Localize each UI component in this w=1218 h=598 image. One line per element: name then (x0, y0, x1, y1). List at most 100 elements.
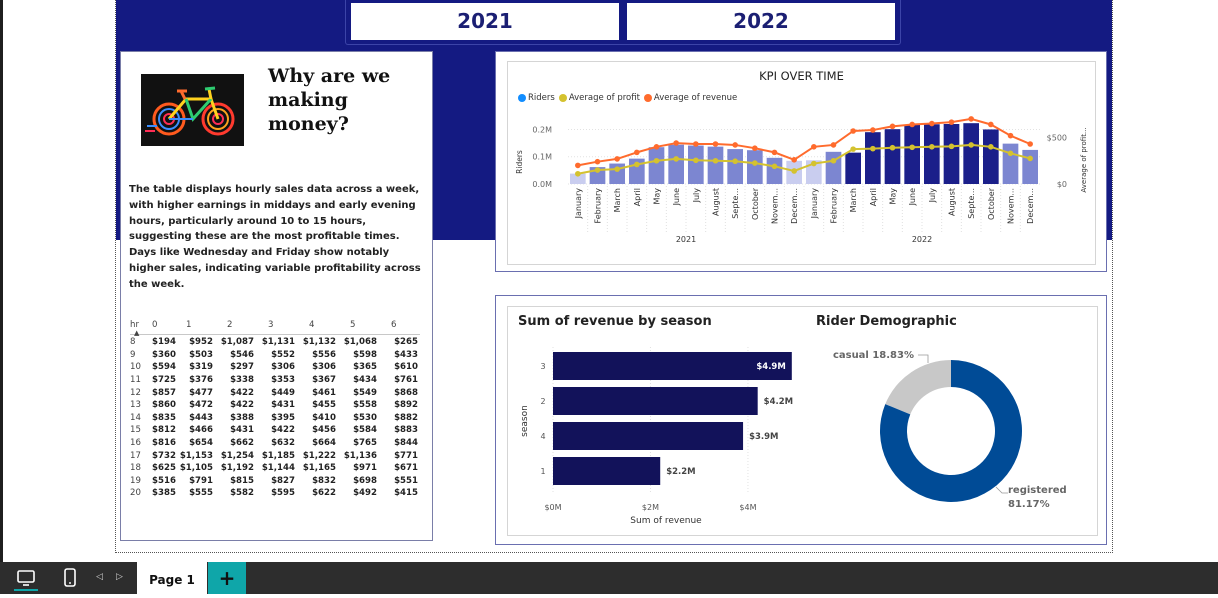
matrix-cell: $835 (152, 412, 176, 423)
matrix-cell: $477 (189, 387, 213, 398)
kpi-revenue-point (732, 142, 738, 148)
matrix-cell: $492 (353, 488, 377, 499)
season-data-label: $3.9M (749, 432, 778, 442)
matrix-cell: $410 (312, 412, 336, 423)
season-y-tick: 1 (540, 467, 545, 476)
kpi-y-tick: 0.2M (532, 125, 552, 134)
season-x-axis-label: Sum of revenue (630, 516, 702, 526)
matrix-cell: $194 (152, 337, 176, 348)
matrix-column-header[interactable]: 2 (227, 320, 233, 330)
legend-item-riders[interactable]: Riders (518, 93, 555, 103)
year-2022-button[interactable]: 2022 (627, 3, 895, 40)
matrix-cell: $827 (271, 475, 295, 486)
kpi-profit-point (771, 163, 778, 170)
kpi-revenue-point (811, 144, 817, 150)
matrix-cell: $306 (271, 362, 295, 373)
desktop-view-icon[interactable] (16, 568, 37, 594)
kpi-rider-bar (904, 124, 920, 184)
matrix-cell: $857 (152, 387, 176, 398)
kpi-profit-point (653, 157, 660, 164)
matrix-row: 17 $732 $1,153 $1,254 $1,185 $1,222 $1,136 $771 (130, 449, 422, 462)
matrix-cell: $882 (394, 412, 418, 423)
kpi-profit-point (889, 144, 896, 151)
legend-item-revenue[interactable]: Average of revenue (643, 93, 737, 103)
matrix-column-header[interactable]: 3 (268, 320, 274, 330)
next-page-icon[interactable]: ▷ (116, 572, 123, 582)
insight-description: The table displays hourly sales data acr… (129, 184, 421, 290)
matrix-cell: $365 (353, 362, 377, 373)
kpi-rider-bar (845, 152, 861, 184)
matrix-row-label: 12 (130, 387, 141, 398)
matrix-column-header[interactable]: 0 (152, 320, 158, 330)
mobile-view-icon[interactable] (60, 568, 80, 588)
matrix-body: 8 $194 $952 $1,087 $1,131 $1,132 $1,068 $265 9 $3… (130, 336, 422, 500)
kpi-rider-bar (727, 149, 743, 184)
matrix-cell: $625 (152, 463, 176, 474)
kpi-profit-point (693, 157, 699, 164)
kpi-revenue-point (948, 119, 955, 125)
add-page-button[interactable]: + (208, 562, 246, 594)
season-bar (553, 352, 792, 380)
matrix-column-header[interactable]: 6 (391, 320, 397, 330)
matrix-cell: $584 (353, 425, 377, 436)
season-y-axis-label: season (520, 405, 530, 437)
kpi-revenue-point (830, 142, 837, 148)
bicycle-logo-icon (141, 74, 244, 146)
matrix-column-header[interactable]: 5 (350, 320, 356, 330)
matrix-cell: $385 (152, 488, 176, 499)
kpi-x-tick: March (849, 188, 858, 212)
matrix-cell: $265 (394, 337, 418, 348)
matrix-row: 13 $860 $472 $422 $431 $455 $558 $892 (130, 399, 422, 412)
kpi-profit-point (594, 167, 601, 173)
kpi-rider-bar (806, 160, 822, 184)
kpi-rider-bar (688, 145, 704, 184)
kpi-profit-point (732, 158, 738, 165)
sort-ascending-icon[interactable]: ▲ (134, 329, 140, 337)
kpi-x-tick: January (574, 188, 583, 220)
matrix-cell: $1,153 (179, 450, 213, 461)
matrix-column-header[interactable]: 4 (309, 320, 315, 330)
matrix-cell: $1,144 (261, 463, 295, 474)
matrix-cell: $461 (312, 387, 336, 398)
tab-page-1[interactable]: Page 1 (137, 562, 207, 594)
kpi-revenue-point (909, 121, 915, 128)
kpi-x-tick: Novem... (1007, 188, 1016, 224)
matrix-cell: $1,222 (302, 450, 336, 461)
matrix-cell: $671 (394, 463, 418, 474)
kpi-profit-point (752, 160, 758, 166)
matrix-cell: $1,087 (220, 337, 254, 348)
kpi-revenue-point (988, 121, 994, 128)
matrix-cell: $632 (271, 438, 295, 449)
matrix-cell: $472 (189, 400, 213, 411)
kpi-chart-card: KPI OVER TIME Riders Average of profit A… (507, 61, 1096, 265)
matrix-cell: $1,185 (261, 450, 295, 461)
legend-item-profit[interactable]: Average of profit (558, 93, 640, 103)
kpi-y2-tick: $500 (1047, 134, 1067, 143)
matrix-cell: $367 (312, 375, 336, 386)
matrix-cell: $1,132 (302, 337, 336, 348)
matrix-cell: $971 (353, 463, 377, 474)
matrix-row: 8 $194 $952 $1,087 $1,131 $1,132 $1,068 $265 (130, 336, 422, 349)
season-y-tick: 3 (540, 362, 545, 371)
previous-page-icon[interactable]: ◁ (96, 572, 103, 582)
donut-slice-casual (885, 360, 951, 415)
matrix-cell: $395 (271, 412, 295, 423)
matrix-cell: $815 (230, 475, 254, 486)
donut-slice-registered (880, 360, 1022, 502)
matrix-row-label: 18 (130, 463, 141, 474)
kpi-rider-bar (766, 157, 783, 184)
kpi-profit-point (909, 144, 915, 151)
matrix-row-label: 8 (130, 337, 136, 348)
matrix-row-header[interactable]: hr (130, 320, 139, 330)
matrix-cell: $306 (312, 362, 336, 373)
donut-label-casual: casual 18.83% (833, 350, 914, 361)
kpi-profit-point (948, 143, 955, 150)
kpi-y-axis-label: Riders (515, 150, 524, 174)
kpi-revenue-point (693, 141, 699, 147)
matrix-column-header[interactable]: 1 (186, 320, 192, 330)
kpi-x-tick: May (889, 188, 898, 205)
year-2021-button[interactable]: 2021 (351, 3, 619, 40)
matrix-cell: $551 (394, 475, 418, 486)
matrix-cell: $456 (312, 425, 336, 436)
